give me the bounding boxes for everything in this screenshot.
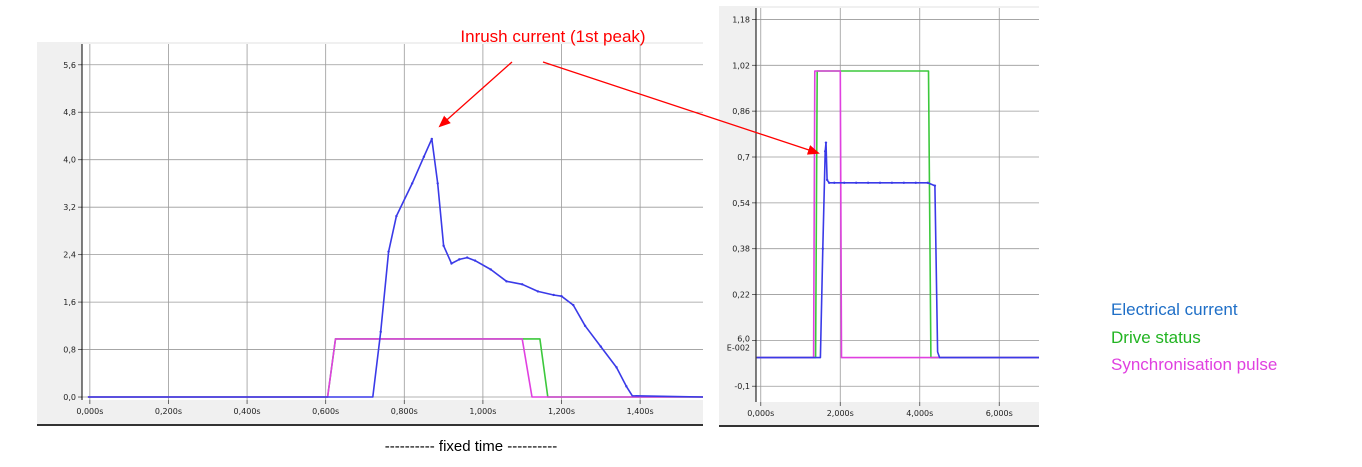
x-tick-label: 0,200s	[155, 407, 182, 416]
data-point-current	[825, 178, 829, 182]
data-point-current	[430, 137, 434, 141]
x-tick-label: 0,600s	[312, 407, 339, 416]
legend: Electrical current Drive status Synchron…	[1111, 300, 1277, 374]
y-tick-label: 4,8	[63, 108, 76, 117]
x-tick-label: 6,000s	[986, 409, 1013, 418]
data-point-current	[442, 244, 445, 247]
x-tick-label: 1,400s	[627, 407, 654, 416]
legend-item-electrical-current: Electrical current	[1111, 300, 1238, 319]
y-tick-label: 0,86	[732, 107, 750, 116]
data-point-current	[387, 250, 390, 253]
data-point-current	[436, 182, 439, 185]
annotation-arrow-left	[438, 61, 513, 128]
data-point-current	[489, 268, 492, 271]
series-line-current	[756, 141, 1039, 359]
y-tick-label: 0,54	[732, 199, 750, 208]
y-tick-label: 0,38	[732, 245, 750, 254]
data-point-current	[827, 181, 831, 184]
x-tick-label: 0,800s	[391, 407, 418, 416]
data-point-current	[890, 181, 894, 184]
data-point-current	[833, 181, 836, 184]
data-point-current	[615, 366, 618, 369]
y-tick-labels-right: -0,1 6,0 E-002 0,22 0,38 0,54 0,7 0,86 1,02 1,18	[727, 15, 750, 391]
data-point-current	[379, 330, 382, 333]
x-tick-label: 0,400s	[234, 407, 261, 416]
data-point-current	[933, 184, 937, 187]
data-point-current	[878, 181, 882, 184]
data-point-current	[505, 280, 508, 283]
data-point-current	[473, 259, 477, 262]
data-point-current	[625, 385, 628, 388]
y-tick-label: -0,1	[734, 382, 750, 391]
data-point-current	[926, 181, 929, 184]
y-tick-label: 5,6	[63, 61, 76, 70]
data-point-current	[866, 181, 870, 184]
y-tick-label: 3,2	[63, 203, 76, 212]
fixed-time-caption: ---------- fixed time ----------	[385, 438, 557, 455]
data-point-current	[914, 181, 917, 184]
y-tick-label: 1,02	[732, 61, 750, 70]
plot-area-left	[82, 44, 703, 400]
y-tick-label: 4,0	[63, 156, 76, 165]
y-tick-label: 0,22	[732, 291, 750, 300]
y-tick-label: 0,0	[63, 393, 76, 402]
x-tick-labels-right: 0,000s 2,000s 4,000s 6,000s	[747, 409, 1013, 418]
data-point-current	[824, 141, 828, 144]
data-point-current	[572, 303, 575, 307]
data-point-current	[395, 214, 398, 218]
legend-item-drive-status: Drive status	[1111, 328, 1201, 347]
data-point-current	[422, 155, 426, 158]
data-point-current	[583, 324, 587, 328]
y-tick-label: 2,4	[63, 251, 76, 260]
y-tick-label: 0,7	[737, 153, 750, 162]
x-tick-label: 2,000s	[827, 409, 854, 418]
data-point-current	[560, 294, 563, 298]
series-left	[87, 137, 704, 398]
data-point-current	[450, 262, 453, 265]
y-tick-label: 0,8	[63, 346, 76, 355]
data-point-current	[854, 181, 858, 184]
chart-panel-left: 0,000s 0,200s 0,400s 0,600s 0,800s 1,000s 1,20…	[37, 42, 704, 426]
x-tick-label: 4,000s	[906, 409, 933, 418]
data-point-current	[843, 181, 846, 184]
plot-area-right	[756, 8, 1039, 402]
x-tick-label: 1,000s	[469, 407, 496, 416]
data-point-current	[902, 181, 906, 184]
data-point-current	[521, 283, 524, 286]
x-tick-labels-left: 0,000s 0,200s 0,400s 0,600s 0,800s 1,000s 1,20…	[76, 407, 653, 416]
y-tick-label: 1,18	[732, 15, 750, 24]
data-point-current	[552, 293, 555, 297]
y-tick-label: 1,6	[63, 298, 76, 307]
data-point-current	[821, 247, 824, 250]
y-tick-labels-left: 0,0 0,8 1,6 2,4 3,2 4,0 4,8 5,6	[63, 61, 76, 402]
y-tick-label: 6,0 E-002	[727, 334, 750, 352]
data-point-current	[465, 256, 469, 259]
legend-item-synchronisation-pulse: Synchronisation pulse	[1111, 355, 1277, 374]
series-right	[756, 70, 1039, 359]
annotation-label: Inrush current (1st peak)	[460, 27, 645, 46]
grid-left	[78, 44, 703, 404]
x-tick-label: 0,000s	[76, 407, 103, 416]
x-tick-label: 1,200s	[548, 407, 575, 416]
data-point-current	[458, 258, 461, 261]
data-point-current	[599, 345, 603, 348]
data-point-current	[536, 290, 540, 293]
annotation-arrow-right	[542, 61, 820, 155]
data-point-current	[410, 182, 414, 185]
x-tick-label: 0,000s	[747, 409, 774, 418]
data-point-current	[823, 150, 827, 153]
chart-panel-right: 0,000s 2,000s 4,000s 6,000s -0,1 6,0 E-002 0,2…	[719, 6, 1039, 427]
